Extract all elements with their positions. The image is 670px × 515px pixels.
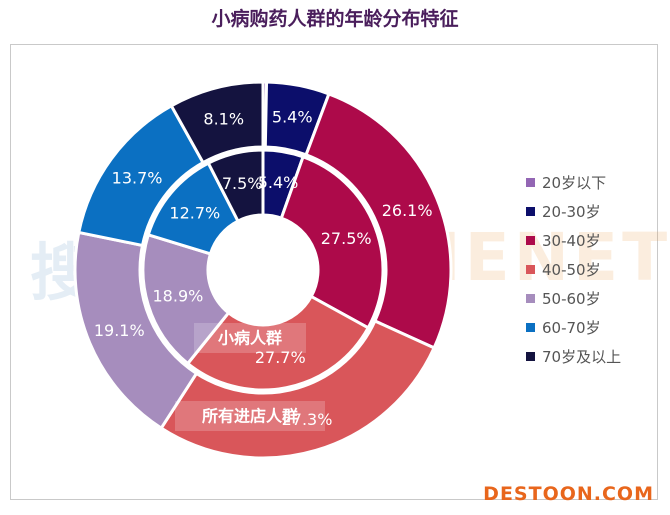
legend-item: 20-30岁 xyxy=(526,197,621,226)
legend-swatch xyxy=(526,265,535,274)
legend-swatch xyxy=(526,207,535,216)
outer-slice-label: 27.3% xyxy=(282,410,333,429)
ring-separator xyxy=(140,147,386,393)
slice-labels: 5.4%27.5%27.7%18.9%12.7%7.5%5.4%26.1%27.… xyxy=(94,107,433,431)
outer-slice-label: 8.1% xyxy=(203,110,244,129)
legend-item: 30-40岁 xyxy=(526,226,621,255)
donut-slices xyxy=(73,80,453,460)
legend-item: 40-50岁 xyxy=(526,255,621,284)
legend-swatch xyxy=(526,236,535,245)
legend-swatch xyxy=(526,352,535,361)
inner-slice-label: 27.7% xyxy=(255,348,306,367)
legend-item: 70岁及以上 xyxy=(526,342,621,371)
legend-label: 60-70岁 xyxy=(542,319,601,337)
series-label-box xyxy=(194,323,306,353)
inner-slice xyxy=(141,232,231,366)
legend-item: 50-60岁 xyxy=(526,284,621,313)
ring-dividers xyxy=(140,147,386,393)
inner-slice-label: 7.5% xyxy=(222,174,263,193)
legend-item: 20岁以下 xyxy=(526,168,621,197)
legend-swatch xyxy=(526,294,535,303)
legend-label: 50-60岁 xyxy=(542,290,601,308)
legend-swatch xyxy=(526,178,535,187)
outer-slice-label: 5.4% xyxy=(272,107,313,126)
chart-frame xyxy=(10,44,658,500)
legend-swatch xyxy=(526,323,535,332)
inner-slice xyxy=(279,154,385,330)
outer-slice-label: 26.1% xyxy=(382,201,433,220)
inner-slice xyxy=(185,294,371,392)
chart-legend: 20岁以下 20-30岁 30-40岁 40-50岁 50-60岁 60-70岁 70岁及以… xyxy=(526,168,621,371)
brand-watermark: DESTOON.COM xyxy=(483,483,654,505)
series-label-box xyxy=(175,401,325,431)
inner-slice-label: 27.5% xyxy=(321,229,372,248)
series-name-label: 小病人群 xyxy=(218,329,282,348)
legend-label: 40-50岁 xyxy=(542,261,601,279)
outer-slice-label: 19.1% xyxy=(94,321,145,340)
inner-slice-label: 12.7% xyxy=(169,203,220,222)
legend-label: 20-30岁 xyxy=(542,203,601,221)
inner-slice-label: 5.4% xyxy=(258,173,299,192)
legend-label: 20岁以下 xyxy=(542,174,607,192)
inner-slice-label: 18.9% xyxy=(153,287,204,306)
outer-slice-label: 13.7% xyxy=(112,168,163,187)
series-name-label: 所有进店人群 xyxy=(202,407,298,426)
chart-title: 小病购药人群的年龄分布特征 xyxy=(211,8,459,30)
legend-item: 60-70岁 xyxy=(526,313,621,342)
legend-label: 30-40岁 xyxy=(542,232,601,250)
legend-label: 70岁及以上 xyxy=(542,348,622,366)
